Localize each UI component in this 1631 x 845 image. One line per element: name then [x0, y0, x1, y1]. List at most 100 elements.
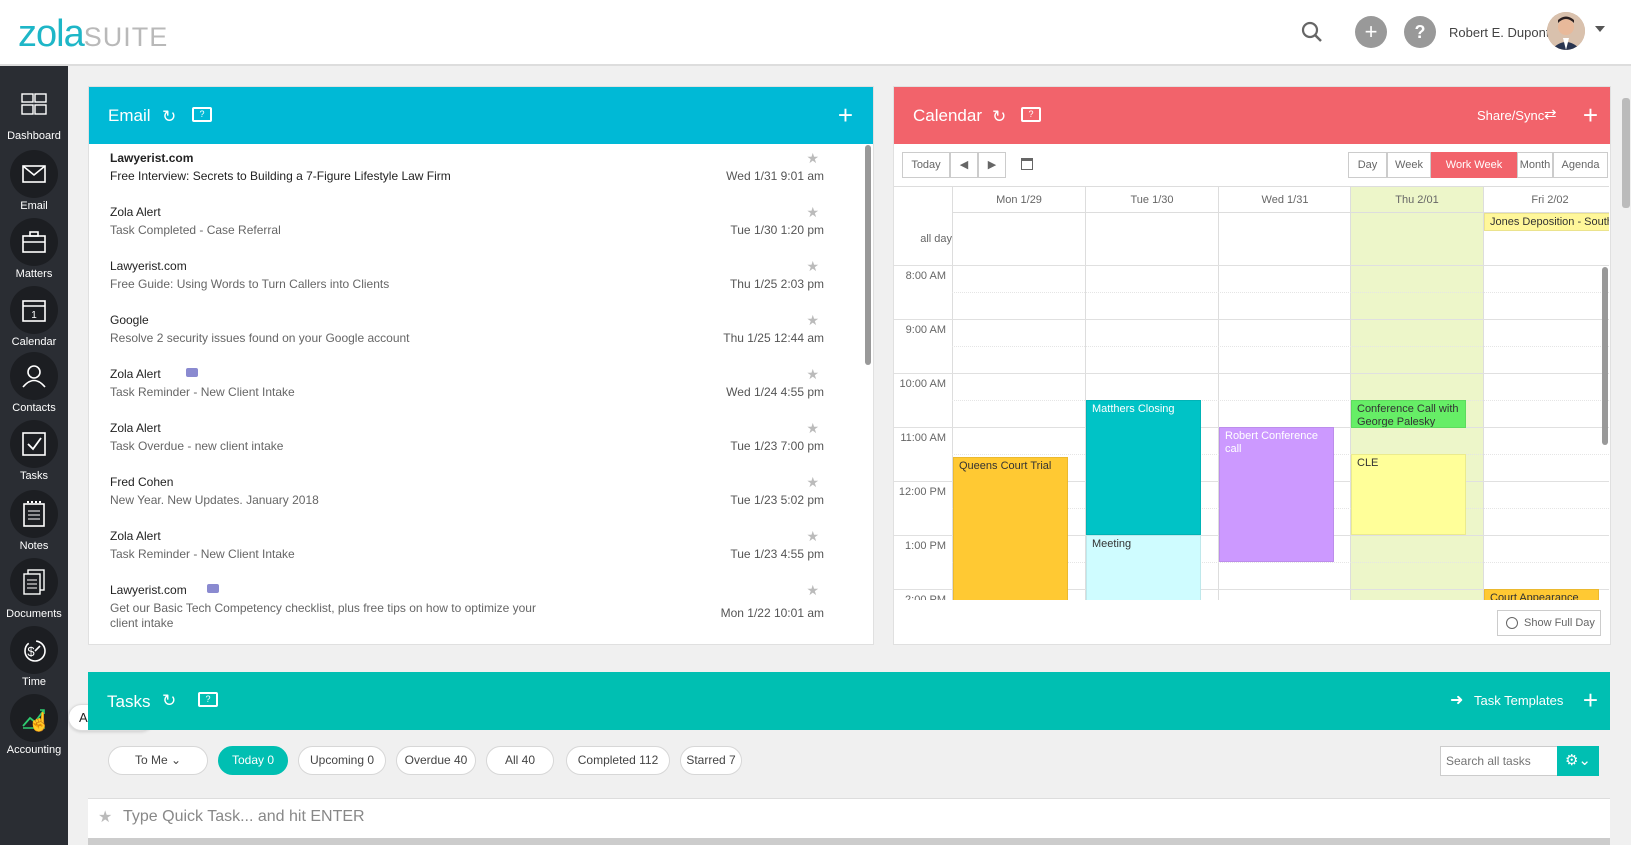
calendar-event[interactable]: Queens Court Trial — [953, 457, 1068, 600]
monitor-icon[interactable]: ? — [198, 692, 218, 707]
to-me-dropdown[interactable]: To Me ⌄ — [108, 746, 208, 775]
share-sync-button[interactable]: Share/Sync — [1477, 108, 1545, 123]
star-icon[interactable]: ★ — [806, 420, 819, 436]
sidebar-item-matters[interactable]: Matters — [0, 218, 68, 280]
refresh-icon[interactable]: ↻ — [162, 107, 177, 126]
monitor-icon[interactable]: ? — [1021, 107, 1041, 122]
task-templates-button[interactable]: Task Templates — [1474, 693, 1564, 708]
grid-line — [952, 292, 1609, 293]
briefcase-icon — [186, 368, 198, 377]
day-header[interactable]: Wed 1/31 — [1218, 187, 1351, 213]
email-subject: Task Completed - Case Referral — [110, 223, 281, 237]
settings-gear-icon[interactable]: ⚙⌄ — [1557, 746, 1599, 776]
view-month-button[interactable]: Month — [1517, 152, 1553, 178]
next-arrow-icon[interactable]: ▶ — [978, 152, 1006, 178]
day-header[interactable]: Tue 1/30 — [1085, 187, 1218, 213]
task-filter-pill[interactable]: All 40 — [486, 746, 554, 775]
quick-task-input[interactable]: Type Quick Task... and hit ENTER — [123, 808, 365, 825]
today-column-highlight — [1350, 187, 1483, 600]
sidebar-item-label: Email — [20, 200, 48, 212]
task-filter-pill[interactable]: Upcoming 0 — [298, 746, 386, 775]
calendar-event[interactable]: Court Appearance — [1484, 589, 1599, 600]
task-filter-pill[interactable]: Starred 7 — [680, 746, 742, 775]
star-icon[interactable]: ★ — [806, 528, 819, 544]
calendar-picker-icon[interactable] — [1021, 158, 1033, 170]
all-day-label: all day — [920, 233, 952, 245]
app-logo[interactable]: zolaSUITE — [18, 14, 168, 57]
sidebar-item-accounting[interactable]: Accounting — [0, 694, 68, 756]
calendar-scrollbar[interactable] — [1602, 267, 1608, 445]
view-week-button[interactable]: Week — [1387, 152, 1431, 178]
calendar-event[interactable]: Jones Deposition - Southe — [1484, 213, 1609, 231]
email-scrollbar[interactable] — [865, 145, 871, 365]
star-icon[interactable]: ★ — [806, 258, 819, 274]
calendar-event[interactable]: Conference Call with George Palesky — [1351, 400, 1466, 428]
sidebar-item-notes[interactable]: Notes — [0, 490, 68, 552]
arrow-right-icon: ➜ — [1450, 692, 1464, 709]
avatar[interactable] — [1547, 12, 1585, 50]
star-icon[interactable]: ★ — [806, 204, 819, 220]
day-header[interactable]: Fri 2/02 — [1483, 187, 1609, 213]
document-icon — [10, 558, 58, 606]
sidebar-item-calendar[interactable]: 1 Calendar — [0, 286, 68, 348]
grid-line — [1483, 187, 1484, 600]
email-header: Email ↻ ? + — [89, 87, 873, 144]
add-task-icon[interactable]: + — [1582, 685, 1598, 715]
add-event-icon[interactable]: + — [1582, 100, 1598, 130]
add-email-icon[interactable]: + — [837, 100, 853, 130]
email-row[interactable]: Lawyerist.com Free Interview: Secrets to … — [89, 144, 847, 198]
today-button[interactable]: Today — [902, 152, 950, 178]
star-icon[interactable]: ★ — [806, 366, 819, 382]
task-filter-pill[interactable]: Overdue 40 — [396, 746, 476, 775]
email-sender: Zola Alert — [110, 205, 161, 219]
user-name[interactable]: Robert E. Dupont — [1449, 25, 1550, 40]
page-scrollbar[interactable] — [1622, 98, 1630, 208]
email-row[interactable]: Zola Alert Task Reminder - New Client Int… — [89, 360, 847, 414]
star-icon[interactable]: ★ — [806, 150, 819, 166]
email-row[interactable]: Lawyerist.com Get our Basic Tech Competen… — [89, 576, 847, 630]
calendar-event[interactable]: Robert Conference call — [1219, 427, 1334, 562]
star-icon[interactable]: ★ — [806, 474, 819, 490]
help-icon[interactable]: ? — [1404, 16, 1436, 48]
day-header[interactable]: Thu 2/01 — [1350, 187, 1483, 213]
quick-task-bar: ★ Type Quick Task... and hit ENTER — [88, 798, 1610, 838]
view-day-button[interactable]: Day — [1348, 152, 1387, 178]
chevron-down-icon[interactable] — [1595, 26, 1605, 32]
calendar-event[interactable]: CLE — [1351, 454, 1466, 535]
email-row[interactable]: Zola Alert Task Reminder - New Client Int… — [89, 522, 847, 576]
add-icon[interactable]: + — [1355, 16, 1387, 48]
task-search-input[interactable] — [1440, 746, 1558, 776]
time-label: 2:00 PM — [905, 594, 946, 600]
sidebar-item-email[interactable]: Email — [0, 150, 68, 212]
sidebar-item-documents[interactable]: Documents — [0, 558, 68, 620]
monitor-icon[interactable]: ? — [192, 107, 212, 122]
calendar-event[interactable]: Matthers Closing — [1086, 400, 1201, 535]
email-row[interactable]: Fred Cohen New Year. New Updates. January… — [89, 468, 847, 522]
sidebar-item-tasks[interactable]: Tasks — [0, 420, 68, 482]
star-icon[interactable]: ★ — [806, 582, 819, 598]
calendar-event[interactable]: Meeting — [1086, 535, 1201, 600]
email-row[interactable]: Zola Alert Task Completed - Case Referral… — [89, 198, 847, 252]
view-agenda-button[interactable]: Agenda — [1553, 152, 1608, 178]
email-row[interactable]: Lawyerist.com Free Guide: Using Words to … — [89, 252, 847, 306]
refresh-icon[interactable]: ↻ — [162, 691, 177, 710]
email-row[interactable]: Google Resolve 2 security issues found on… — [89, 306, 847, 360]
calendar-icon: 1 — [10, 286, 58, 334]
show-full-day-button[interactable]: Show Full Day — [1497, 610, 1601, 636]
email-row[interactable]: Zola Alert Task Overdue - new client inta… — [89, 414, 847, 468]
sidebar-item-label: Time — [21, 676, 47, 688]
sidebar-item-dashboard[interactable]: Dashboard — [0, 80, 68, 142]
view-work-week-button[interactable]: Work Week — [1431, 152, 1517, 178]
prev-arrow-icon[interactable]: ◀ — [950, 152, 978, 178]
search-icon[interactable] — [1300, 20, 1324, 44]
sidebar-item-contacts[interactable]: Contacts — [0, 352, 68, 414]
star-icon[interactable]: ★ — [806, 312, 819, 328]
sidebar-item-label: Accounting — [6, 744, 62, 756]
refresh-icon[interactable]: ↻ — [992, 107, 1007, 126]
day-header[interactable]: Mon 1/29 — [952, 187, 1085, 213]
sidebar-item-time[interactable]: $ Time — [0, 626, 68, 688]
task-filter-pill[interactable]: Today 0 — [218, 746, 288, 775]
task-filter-pill[interactable]: Completed 112 — [566, 746, 670, 775]
star-icon[interactable]: ★ — [98, 809, 113, 826]
sync-icon[interactable]: ⇄ — [1544, 106, 1557, 123]
